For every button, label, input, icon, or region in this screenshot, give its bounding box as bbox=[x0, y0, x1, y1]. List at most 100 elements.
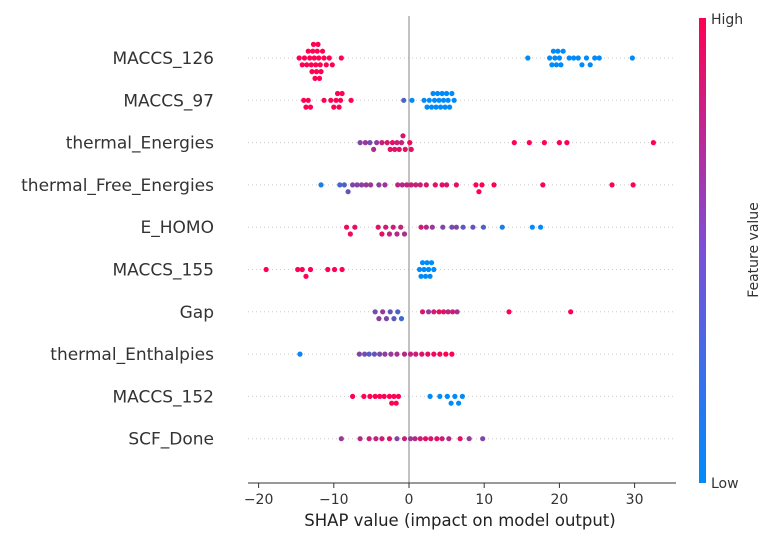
shap-point bbox=[404, 182, 410, 188]
x-tick-label: −10 bbox=[319, 492, 349, 508]
shap-point bbox=[453, 224, 459, 230]
feature-label: thermal_Enthalpies bbox=[50, 345, 214, 365]
shap-point bbox=[431, 351, 437, 357]
feature-label: MACCS_152 bbox=[113, 387, 214, 407]
shap-point bbox=[609, 182, 615, 188]
shap-point bbox=[387, 309, 393, 315]
shap-point bbox=[436, 97, 442, 103]
shap-point bbox=[439, 436, 445, 442]
shap-point bbox=[408, 146, 414, 152]
shap-point bbox=[368, 182, 374, 188]
shap-point bbox=[376, 182, 382, 188]
shap-point bbox=[407, 140, 413, 146]
shap-point bbox=[413, 351, 419, 357]
shap-point bbox=[309, 69, 315, 75]
shap-point bbox=[549, 62, 555, 68]
shap-point bbox=[450, 309, 456, 315]
shap-point bbox=[354, 182, 360, 188]
shap-point bbox=[362, 351, 368, 357]
shap-point bbox=[401, 351, 408, 357]
shap-point bbox=[334, 90, 341, 97]
shap-point bbox=[367, 393, 373, 399]
shap-point bbox=[445, 97, 451, 103]
shap-point bbox=[307, 55, 313, 61]
shap-point bbox=[326, 55, 332, 61]
shap-point bbox=[526, 140, 532, 146]
shap-point bbox=[372, 393, 378, 399]
shap-point bbox=[379, 436, 385, 442]
shap-point bbox=[428, 104, 435, 110]
shap-point bbox=[424, 104, 430, 110]
shap-point bbox=[425, 351, 431, 357]
shap-point bbox=[444, 182, 450, 188]
shap-point bbox=[371, 146, 377, 152]
x-tick-label: 20 bbox=[550, 492, 568, 508]
shap-point bbox=[538, 224, 544, 230]
shap-point bbox=[431, 309, 437, 315]
shap-point bbox=[382, 351, 388, 357]
shap-point bbox=[395, 393, 402, 399]
shap-point bbox=[347, 231, 353, 237]
shap-point bbox=[394, 231, 400, 237]
shap-point bbox=[454, 309, 460, 315]
shap-point bbox=[389, 400, 395, 406]
shap-point bbox=[440, 224, 446, 230]
shap-point bbox=[547, 55, 553, 61]
shap-point bbox=[437, 104, 444, 110]
shap-point bbox=[413, 182, 419, 188]
shap-point bbox=[479, 182, 485, 188]
x-tick-label: 0 bbox=[405, 492, 414, 508]
shap-point bbox=[372, 309, 378, 315]
shap-point bbox=[555, 48, 561, 54]
shap-point bbox=[445, 309, 451, 315]
shap-point bbox=[371, 351, 378, 357]
shap-point bbox=[303, 104, 309, 110]
colorbar-high-label: High bbox=[711, 12, 743, 28]
shap-point bbox=[560, 48, 566, 54]
colorbar-low-label: Low bbox=[711, 476, 739, 492]
x-axis-ticks: −20 −10 0 10 20 30 bbox=[244, 483, 644, 508]
x-tick-label: 30 bbox=[626, 492, 644, 508]
shap-point bbox=[434, 90, 441, 97]
shap-point bbox=[419, 260, 426, 266]
shap-point bbox=[361, 393, 367, 399]
shap-point bbox=[499, 224, 505, 230]
shap-point bbox=[449, 90, 455, 97]
shap-point bbox=[442, 104, 448, 110]
feature-labels: MACCS_126 MACCS_97 thermal_Energiesthermal… bbox=[21, 49, 214, 450]
shap-point bbox=[366, 351, 372, 357]
shap-point bbox=[305, 97, 311, 103]
shap-point bbox=[439, 182, 445, 188]
shap-point bbox=[629, 55, 635, 61]
shap-point bbox=[431, 97, 438, 103]
shap-point bbox=[568, 309, 574, 315]
shap-point bbox=[316, 55, 322, 61]
shap-point bbox=[439, 90, 445, 97]
shap-point bbox=[431, 266, 437, 273]
shap-point bbox=[437, 351, 443, 357]
shap-point bbox=[384, 140, 390, 146]
shap-point bbox=[418, 273, 424, 279]
colorbar bbox=[699, 18, 706, 483]
shap-point bbox=[425, 309, 432, 315]
shap-point bbox=[321, 97, 327, 103]
shap-point bbox=[391, 393, 397, 399]
shap-point bbox=[587, 62, 593, 68]
shap-point bbox=[307, 104, 314, 110]
shap-point bbox=[417, 436, 423, 442]
shap-point bbox=[321, 55, 327, 61]
shap-point bbox=[416, 266, 423, 273]
shap-point bbox=[425, 266, 432, 273]
shap-point bbox=[429, 224, 435, 230]
shap-point bbox=[394, 351, 400, 357]
shap-point bbox=[556, 55, 563, 61]
shap-point bbox=[566, 55, 572, 61]
shap-point bbox=[596, 55, 602, 61]
feature-label: SCF_Done bbox=[128, 430, 214, 450]
feature-label: thermal_Energies bbox=[66, 134, 214, 154]
shap-point bbox=[421, 97, 427, 103]
shap-point bbox=[362, 140, 368, 146]
shap-point bbox=[444, 90, 450, 97]
shap-point bbox=[357, 436, 363, 442]
shap-point bbox=[392, 146, 398, 152]
